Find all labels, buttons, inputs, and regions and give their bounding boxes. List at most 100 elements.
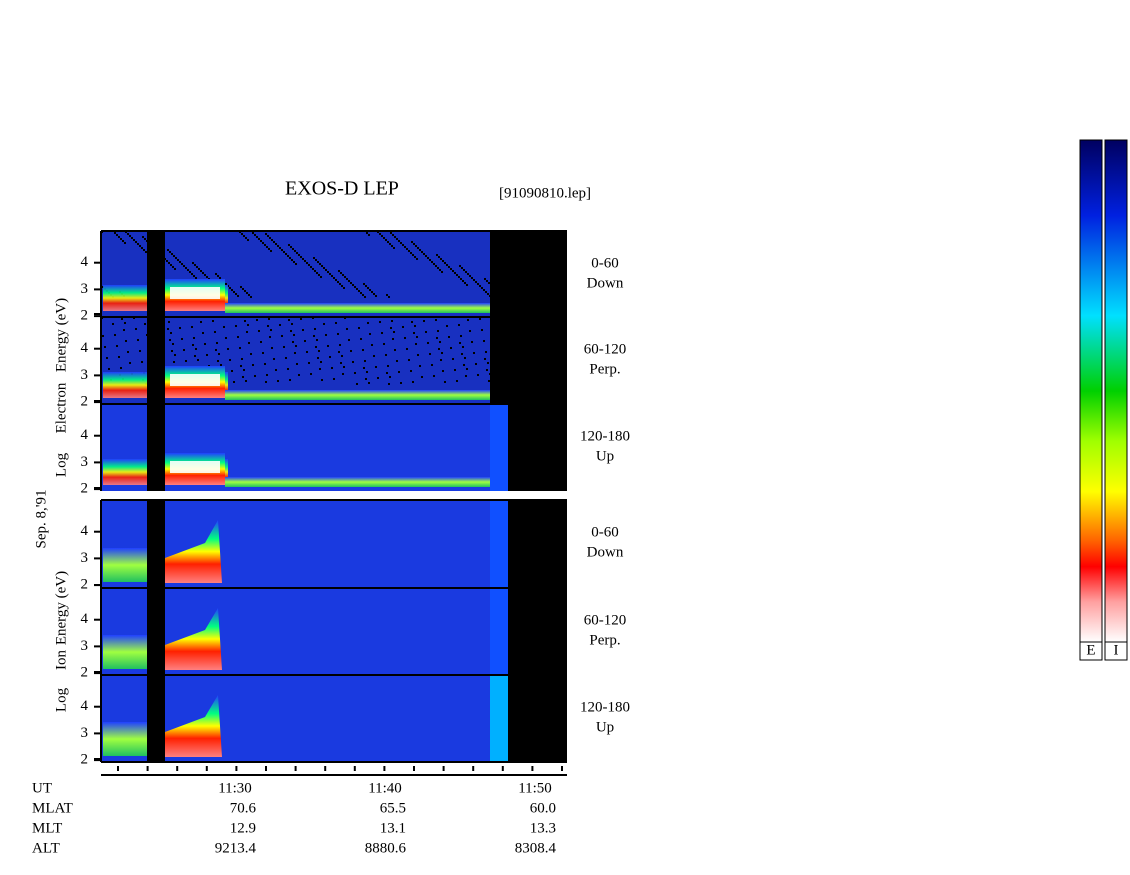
speckle — [460, 278, 462, 280]
edge-strip — [490, 500, 508, 588]
speckle — [246, 331, 248, 333]
speckle — [486, 369, 488, 371]
speckle — [368, 382, 370, 384]
speckle — [479, 318, 481, 320]
speckle — [290, 246, 292, 248]
speckle — [373, 355, 375, 357]
row-name: MLAT — [32, 800, 73, 816]
speckle — [137, 339, 139, 341]
row-value: 9213.4 — [215, 840, 257, 856]
speckle — [419, 365, 421, 367]
speckle — [273, 358, 275, 360]
speckle — [358, 290, 360, 292]
speckle — [171, 350, 173, 352]
speckle — [218, 353, 220, 355]
speckle — [483, 289, 485, 291]
speckle — [277, 380, 279, 382]
speckle — [462, 346, 464, 348]
speckle — [300, 256, 302, 258]
speckle — [181, 338, 183, 340]
speckle — [408, 250, 410, 252]
band — [165, 608, 222, 670]
speckle — [125, 340, 127, 342]
speckle — [260, 341, 262, 343]
speckle — [169, 339, 171, 341]
speckle — [279, 324, 281, 326]
speckle — [448, 336, 450, 338]
speckle — [346, 328, 348, 330]
speckle — [437, 267, 439, 269]
speckle — [116, 234, 118, 236]
speckle — [129, 235, 131, 237]
speckle — [338, 351, 340, 353]
band — [103, 548, 148, 582]
speckle — [265, 381, 267, 383]
speckle — [427, 342, 429, 344]
speckle — [296, 363, 298, 365]
speckle — [452, 358, 454, 360]
speckle — [386, 372, 388, 374]
speckle — [446, 264, 448, 266]
speckle — [204, 343, 206, 345]
speckle — [271, 239, 273, 241]
speckle — [329, 273, 331, 275]
speckle — [360, 338, 362, 340]
speckle — [187, 269, 189, 271]
speckle — [417, 354, 419, 356]
speckle — [220, 364, 222, 366]
speckle — [386, 294, 388, 296]
low-band — [225, 477, 490, 487]
speckle — [488, 282, 490, 284]
speckle — [217, 360, 219, 362]
speckle — [231, 289, 233, 291]
speckle — [225, 337, 227, 339]
speckle — [431, 364, 433, 366]
y-tick-label: 4 — [81, 340, 89, 356]
no-data — [508, 404, 567, 491]
speckle — [341, 355, 343, 357]
speckle — [404, 246, 406, 248]
speckle — [169, 251, 171, 253]
speckle — [193, 337, 195, 339]
speckle — [483, 340, 485, 342]
row-value: 11:30 — [218, 780, 252, 796]
speckle — [260, 240, 262, 242]
speckle — [381, 235, 383, 237]
speckle — [219, 277, 221, 279]
y-tick-label: 4 — [81, 254, 89, 270]
title: EXOS-D LEP — [285, 178, 399, 200]
speckle — [454, 272, 456, 274]
speckle — [277, 245, 279, 247]
speckle — [313, 257, 315, 259]
speckle — [179, 327, 181, 329]
panel-dir: Up — [596, 448, 614, 464]
speckle — [461, 267, 463, 269]
y-tick-label: 2 — [81, 394, 89, 410]
speckle — [366, 371, 368, 373]
speckle — [273, 241, 275, 243]
speckle — [268, 318, 270, 320]
speckle — [206, 276, 208, 278]
speckle — [264, 244, 266, 246]
speckle — [317, 357, 319, 359]
speckle — [239, 347, 241, 349]
speckle — [327, 271, 329, 273]
no-data — [490, 317, 567, 404]
speckle — [316, 339, 318, 341]
speckle — [217, 275, 219, 277]
speckle — [469, 275, 471, 277]
speckle — [287, 368, 289, 370]
row-value: 12.9 — [230, 820, 256, 836]
speckle — [254, 375, 256, 377]
speckle — [481, 287, 483, 289]
speckle — [465, 271, 467, 273]
row-value: 11:50 — [518, 780, 552, 796]
speckle — [352, 284, 354, 286]
colorbar-box — [1079, 641, 1103, 661]
speckle — [467, 319, 469, 321]
speckle — [381, 332, 383, 334]
speckle — [350, 350, 352, 352]
speckle — [329, 356, 331, 358]
speckle — [400, 242, 402, 244]
speckle — [198, 268, 200, 270]
